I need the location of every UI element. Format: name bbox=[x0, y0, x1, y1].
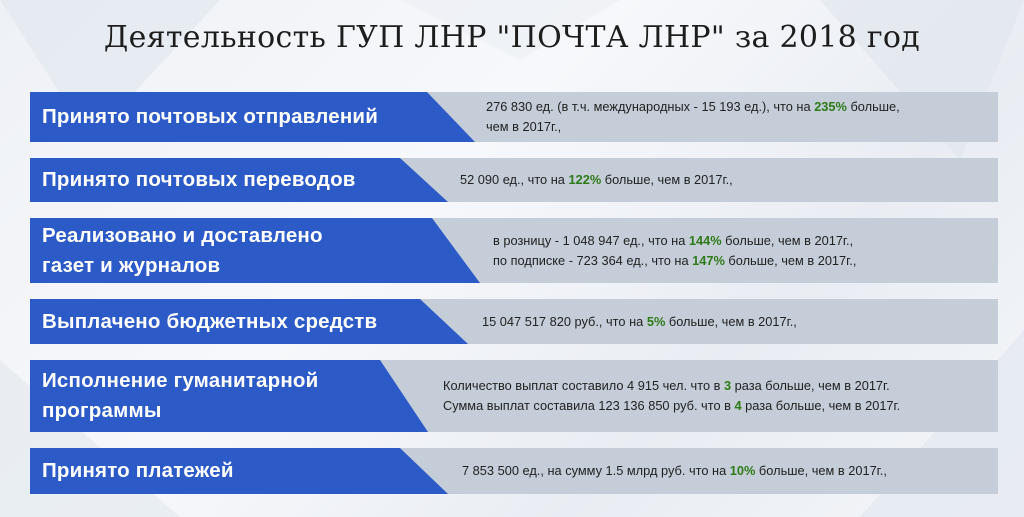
highlight-value: 122% bbox=[568, 172, 602, 187]
stat-row-humanitarian: Исполнение гуманитарной программы Количе… bbox=[30, 360, 998, 432]
row-label-banner bbox=[30, 158, 448, 202]
highlight-value: 4 bbox=[734, 398, 742, 413]
stat-row-postal-items: Принято почтовых отправлений 276 830 ед.… bbox=[30, 92, 998, 142]
desc-line: Сумма выплат составила 123 136 850 руб. … bbox=[443, 398, 901, 413]
row-label-banner bbox=[30, 360, 428, 432]
desc-line: 7 853 500 ед., на сумму 1.5 млрд руб. чт… bbox=[462, 463, 887, 478]
highlight-value: 144% bbox=[688, 232, 722, 248]
stat-row-payments: Принято платежей 7 853 500 ед., на сумму… bbox=[30, 448, 998, 494]
row-description: 15 047 517 820 руб., что на 5% больше, ч… bbox=[482, 299, 797, 344]
highlight-value: 235% bbox=[814, 99, 847, 114]
desc-line: 276 830 ед. (в т.ч. международных - 15 1… bbox=[486, 99, 900, 114]
row-label-banner bbox=[30, 218, 480, 283]
desc-line: 52 090 ед., что на 122% больше, чем в 20… bbox=[460, 172, 733, 187]
desc-line: 15 047 517 820 руб., что на 5% больше, ч… bbox=[482, 313, 797, 329]
row-label: Принято почтовых переводов bbox=[42, 168, 356, 191]
row-label: Выплачено бюджетных средств bbox=[42, 309, 378, 333]
stat-row-budget: Выплачено бюджетных средств 15 047 517 8… bbox=[30, 299, 998, 344]
highlight-value: 10% bbox=[729, 463, 756, 478]
row-description: в розницу - 1 048 947 ед., что на 144% б… bbox=[493, 218, 856, 283]
desc-line: чем в 2017г., bbox=[486, 119, 562, 134]
desc-line: Количество выплат составило 4 915 чел. ч… bbox=[443, 378, 890, 393]
highlight-value: 5% bbox=[646, 313, 666, 329]
row-description: 276 830 ед. (в т.ч. международных - 15 1… bbox=[486, 92, 900, 142]
row-label: Исполнение гуманитарной программы bbox=[42, 369, 319, 422]
row-label-banner bbox=[30, 92, 475, 142]
row-description: 52 090 ед., что на 122% больше, чем в 20… bbox=[460, 158, 733, 202]
desc-line: по подписке - 723 364 ед., что на 147% б… bbox=[493, 252, 857, 268]
highlight-value: 147% bbox=[692, 252, 725, 268]
desc-line: в розницу - 1 048 947 ед., что на 144% б… bbox=[493, 232, 854, 248]
stat-row-transfers: Принято почтовых переводов 52 090 ед., ч… bbox=[30, 158, 998, 202]
row-description: 7 853 500 ед., на сумму 1.5 млрд руб. чт… bbox=[462, 448, 887, 494]
row-description: Количество выплат составило 4 915 чел. ч… bbox=[443, 360, 900, 432]
stat-row-press: Реализовано и доставлено газет и журнало… bbox=[30, 218, 998, 283]
row-label: Реализовано и доставлено газет и журнало… bbox=[42, 223, 323, 277]
page-title: Деятельность ГУП ЛНР "ПОЧТА ЛНР" за 2018… bbox=[103, 20, 921, 55]
row-label-banner bbox=[30, 448, 448, 494]
highlight-value: 3 bbox=[723, 378, 732, 393]
row-label-banner bbox=[30, 299, 468, 344]
row-label: Принято почтовых отправлений bbox=[42, 105, 379, 128]
row-label: Принято платежей bbox=[42, 459, 234, 482]
